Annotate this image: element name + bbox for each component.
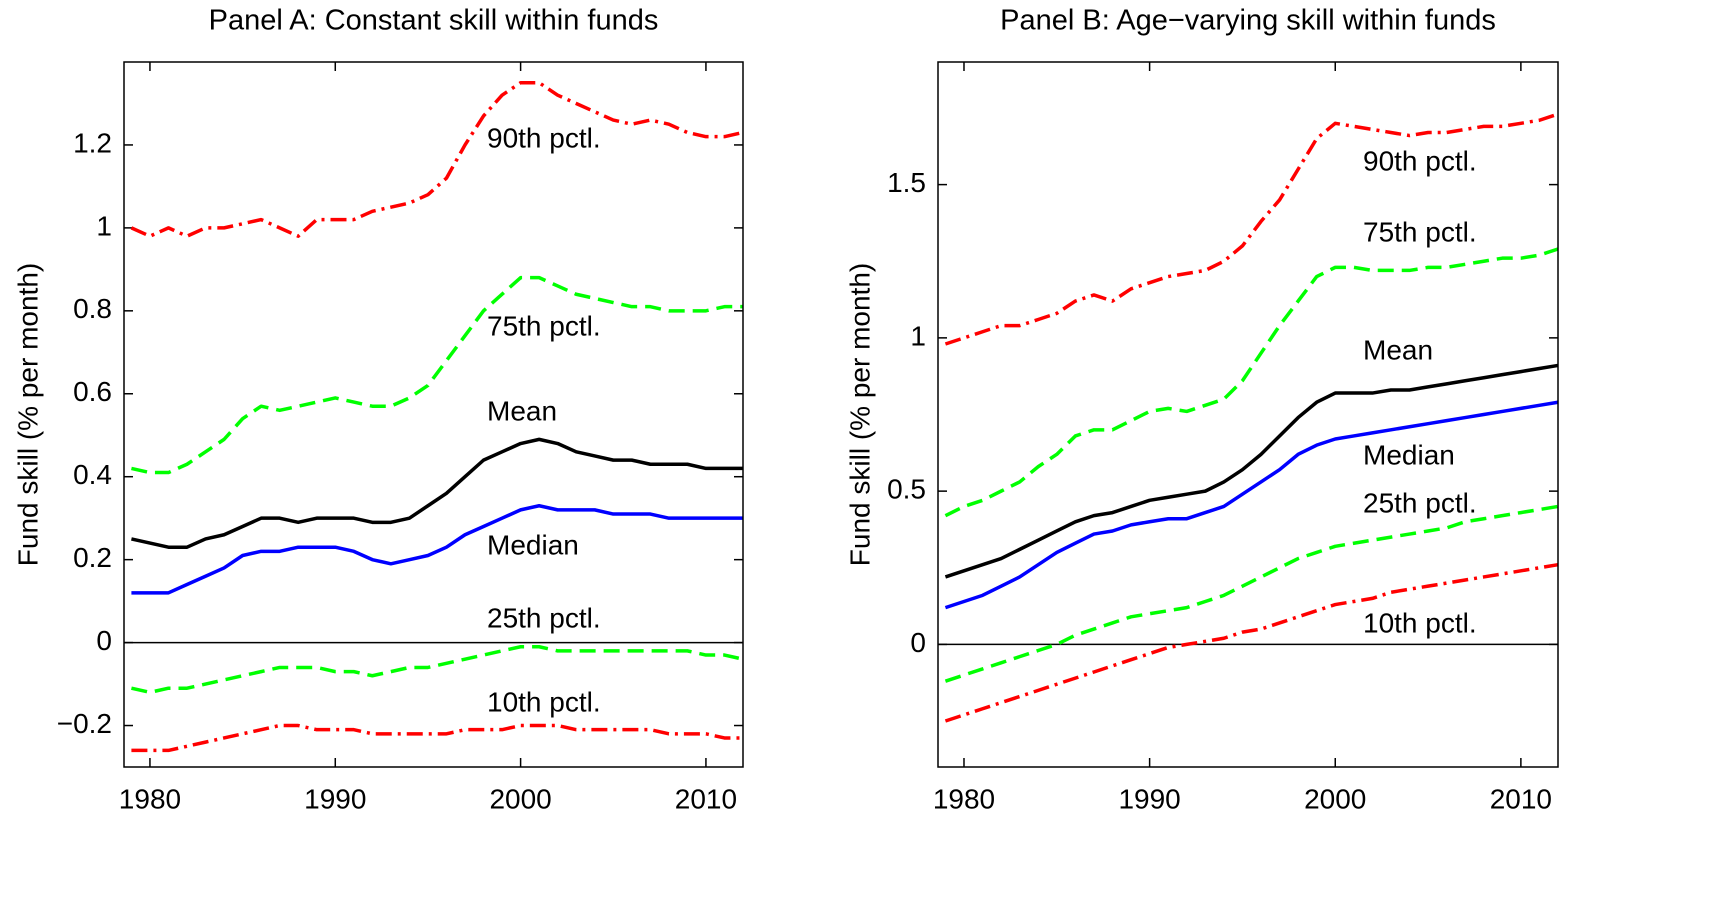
y-tick-label: 0.4 <box>73 459 112 490</box>
y-tick-label: 0 <box>910 627 926 658</box>
y-tick-label: −0.2 <box>57 708 112 739</box>
y-tick-label: 1 <box>96 210 112 241</box>
series-label: 90th pctl. <box>1363 145 1477 176</box>
x-tick-label: 2010 <box>675 783 737 814</box>
series-label: 75th pctl. <box>487 310 601 341</box>
series-label: 90th pctl. <box>487 122 601 153</box>
plot-frame <box>937 61 1559 768</box>
series-label: 75th pctl. <box>1363 216 1477 247</box>
panel: Panel B: Age−varying skill within funds F… <box>844 5 1559 814</box>
series-line <box>131 723 743 753</box>
series-line <box>944 400 1559 610</box>
x-tick-label: 1980 <box>933 783 995 814</box>
y-tick-label: 1.5 <box>887 167 926 198</box>
series-line <box>131 437 743 549</box>
series-label: 25th pctl. <box>1363 487 1477 518</box>
y-tick-label: 1 <box>910 320 926 351</box>
x-tick-label: 2010 <box>1490 783 1552 814</box>
series-line <box>944 247 1559 518</box>
x-tick-label: 1990 <box>1118 783 1180 814</box>
panel-title: Panel A: Constant skill within funds <box>209 5 659 37</box>
series-line <box>131 275 743 475</box>
y-axis-label: Fund skill (% per month) <box>844 263 875 566</box>
series-line <box>944 504 1559 683</box>
series-label: Median <box>487 529 579 560</box>
panel: Panel A: Constant skill within funds Fund… <box>12 5 744 814</box>
panel-title: Panel B: Age−varying skill within funds <box>1000 5 1496 37</box>
x-tick-label: 2000 <box>489 783 551 814</box>
y-tick-label: 0.2 <box>73 542 112 573</box>
series-label: 10th pctl. <box>1363 607 1477 638</box>
series-line <box>131 644 744 695</box>
y-axis-label: Fund skill (% per month) <box>12 263 43 566</box>
x-tick-label: 1980 <box>119 783 181 814</box>
series-label: Mean <box>1363 334 1433 365</box>
x-tick-label: 2000 <box>1304 783 1366 814</box>
y-tick-label: 0.5 <box>887 474 926 505</box>
x-tick-label: 1990 <box>304 783 366 814</box>
series-line <box>131 503 743 595</box>
series-line <box>944 363 1559 579</box>
series-label: 10th pctl. <box>487 686 601 717</box>
y-tick-label: 1.2 <box>73 127 112 158</box>
y-tick-label: 0.8 <box>73 293 112 324</box>
y-tick-label: 0.6 <box>73 376 112 407</box>
series-label: Median <box>1363 439 1455 470</box>
series-line <box>944 562 1559 723</box>
plot-frame <box>123 61 744 768</box>
series-line <box>944 112 1559 346</box>
series-line <box>130 80 744 238</box>
y-tick-label: 0 <box>96 625 112 656</box>
series-label: Mean <box>487 395 557 426</box>
series-label: 25th pctl. <box>487 602 601 633</box>
